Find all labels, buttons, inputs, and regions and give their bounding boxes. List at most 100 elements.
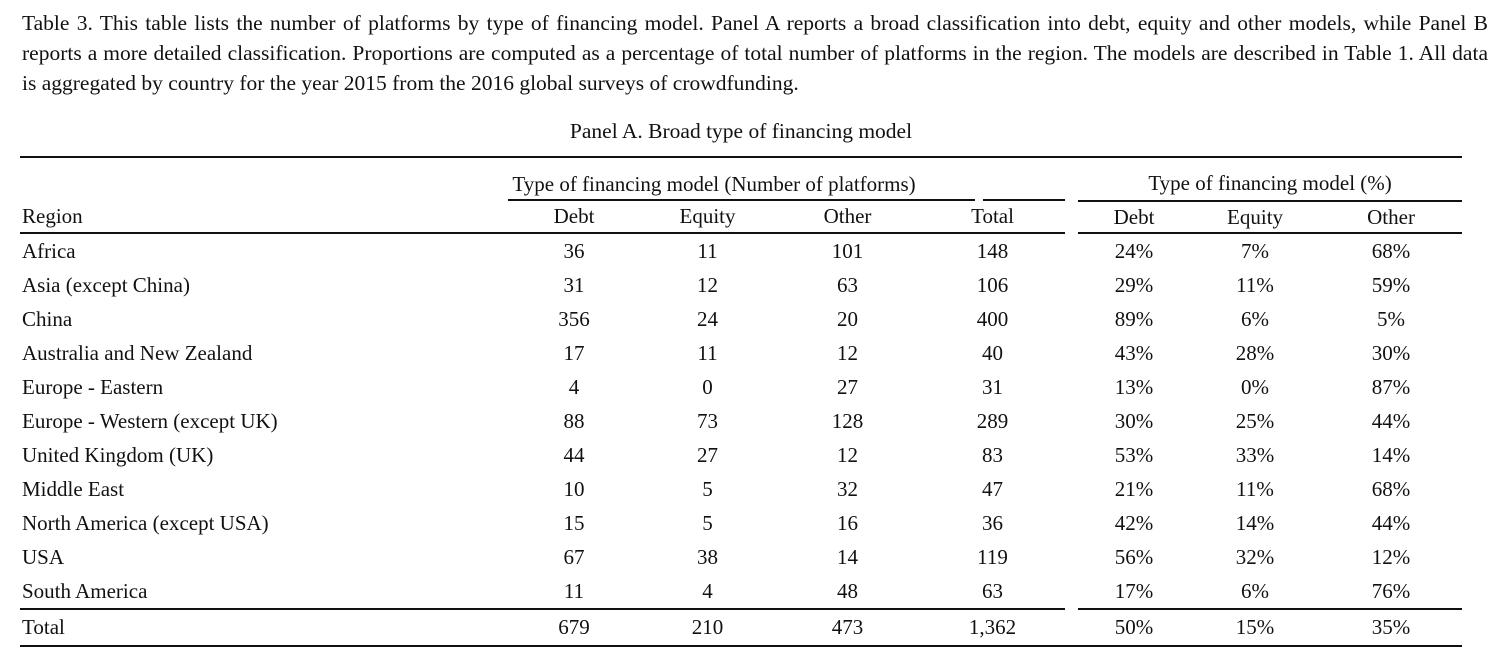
- equity-pct-cell: 7%: [1241, 238, 1270, 263]
- equity-cell: 5: [702, 476, 713, 501]
- column-header-total: Total: [920, 201, 1066, 234]
- debt-cell: 17: [563, 340, 585, 365]
- region-cell: Africa: [22, 238, 76, 263]
- column-gap: [1065, 438, 1078, 472]
- debt-pct-cell: 43%: [1114, 340, 1154, 365]
- equity-cell: 12: [697, 272, 718, 297]
- other-pct-cell: 35%: [1320, 608, 1463, 647]
- debt-pct-cell: 24%: [1114, 238, 1154, 263]
- other-cell: 27: [837, 374, 859, 399]
- column-gap: [1065, 201, 1078, 233]
- table-row: USA 67 38 14 119 56% 32% 12%: [20, 540, 1462, 574]
- debt-cell: 67: [563, 544, 585, 569]
- region-cell: China: [22, 306, 73, 331]
- other-pct-cell: 68%: [1371, 476, 1411, 501]
- financing-model-table: Type of financing model (Number of platf…: [20, 156, 1463, 647]
- other-pct-cell: 44%: [1371, 408, 1411, 433]
- debt-pct-cell: 53%: [1114, 442, 1154, 467]
- debt-pct-cell: 89%: [1114, 306, 1154, 331]
- other-pct-cell: 30%: [1371, 340, 1411, 365]
- total-cell: 148: [976, 238, 1009, 263]
- region-cell: USA: [22, 544, 65, 569]
- table-row: Middle East 10 5 32 47 21% 11% 68%: [20, 472, 1462, 506]
- other-cell: 12: [837, 340, 859, 365]
- debt-pct-cell: 42%: [1114, 510, 1154, 535]
- paper-page: Table 3. This table lists the number of …: [0, 8, 1500, 647]
- debt-cell: 36: [563, 238, 585, 263]
- region-cell: South America: [22, 578, 148, 603]
- column-header-region: Region: [20, 201, 508, 234]
- column-header-row: Region Debt Equity Other Total Debt Equi…: [20, 201, 1463, 234]
- total-cell: 36: [982, 510, 1004, 535]
- total-cell: 289: [976, 408, 1009, 433]
- equity-pct-cell: 25%: [1235, 408, 1275, 433]
- column-gap: [1065, 574, 1078, 609]
- region-cell: Europe - Eastern: [22, 374, 164, 399]
- table-row: United Kingdom (UK) 44 27 12 83 53% 33% …: [20, 438, 1462, 472]
- total-cell: 119: [977, 544, 1008, 569]
- total-cell: 63: [982, 578, 1004, 603]
- other-cell: 12: [837, 442, 859, 467]
- debt-cell: 31: [563, 272, 585, 297]
- table-row: Africa 36 11 101 148 24% 7% 68%: [20, 233, 1462, 268]
- total-cell: 83: [982, 442, 1004, 467]
- equity-pct-cell: 33%: [1235, 442, 1275, 467]
- equity-pct-cell: 6%: [1241, 578, 1270, 603]
- column-gap: [1065, 609, 1079, 647]
- equity-cell: 73: [697, 408, 718, 433]
- equity-cell: 38: [697, 544, 718, 569]
- other-pct-cell: 87%: [1371, 374, 1411, 399]
- region-cell: United Kingdom (UK): [22, 442, 214, 467]
- table-row: South America 11 4 48 63 17% 6% 76%: [20, 574, 1462, 609]
- column-header-equity-pct: Equity: [1190, 201, 1321, 234]
- table-row: Europe - Eastern 4 0 27 31 13% 0% 87%: [20, 370, 1462, 404]
- other-pct-cell: 12%: [1371, 544, 1411, 569]
- debt-pct-cell: 56%: [1114, 544, 1154, 569]
- total-cell: 1,362: [920, 608, 1066, 647]
- other-pct-cell: 76%: [1371, 578, 1411, 603]
- column-header-equity: Equity: [640, 201, 775, 234]
- column-header-debt: Debt: [508, 201, 640, 234]
- equity-cell: 0: [702, 374, 713, 399]
- equity-pct-cell: 32%: [1235, 544, 1275, 569]
- other-cell: 63: [837, 272, 859, 297]
- column-header-other: Other: [775, 201, 921, 234]
- table-caption: Table 3. This table lists the number of …: [22, 11, 1488, 95]
- total-cell: 400: [976, 306, 1009, 331]
- table-row: Asia (except China) 31 12 63 106 29% 11%…: [20, 268, 1462, 302]
- total-cell: 106: [976, 272, 1009, 297]
- debt-cell: 10: [563, 476, 585, 501]
- debt-pct-cell: 50%: [1078, 608, 1191, 647]
- column-header-other-pct: Other: [1320, 201, 1463, 234]
- column-gap: [1065, 370, 1078, 404]
- other-cell: 473: [775, 608, 921, 647]
- other-pct-cell: 59%: [1371, 272, 1411, 297]
- region-cell: Asia (except China): [22, 272, 190, 297]
- debt-cell: 11: [563, 578, 585, 603]
- debt-cell: 88: [563, 408, 585, 433]
- other-pct-cell: 44%: [1371, 510, 1411, 535]
- equity-cell: 4: [702, 578, 713, 603]
- group-header-spacer-region: [20, 156, 508, 201]
- group-header-counts: Type of financing model (Number of platf…: [508, 156, 976, 202]
- total-column-overline: [920, 156, 1066, 202]
- column-gap: [1065, 404, 1078, 438]
- equity-cell: 27: [697, 442, 718, 467]
- equity-pct-cell: 6%: [1241, 306, 1270, 331]
- equity-pct-cell: 14%: [1235, 510, 1275, 535]
- column-gap: [1065, 472, 1078, 506]
- equity-pct-cell: 0%: [1241, 374, 1270, 399]
- equity-cell: 11: [697, 340, 718, 365]
- total-cell: 40: [982, 340, 1004, 365]
- column-header-debt-pct: Debt: [1078, 201, 1191, 234]
- equity-cell: 5: [702, 510, 713, 535]
- other-cell: 32: [837, 476, 859, 501]
- table-row: North America (except USA) 15 5 16 36 42…: [20, 506, 1462, 540]
- region-cell: Total: [20, 608, 508, 647]
- debt-pct-cell: 29%: [1114, 272, 1154, 297]
- region-cell: Australia and New Zealand: [22, 340, 253, 365]
- equity-cell: 24: [697, 306, 718, 331]
- total-cell: 47: [982, 476, 1004, 501]
- debt-cell: 44: [563, 442, 585, 467]
- other-cell: 20: [837, 306, 859, 331]
